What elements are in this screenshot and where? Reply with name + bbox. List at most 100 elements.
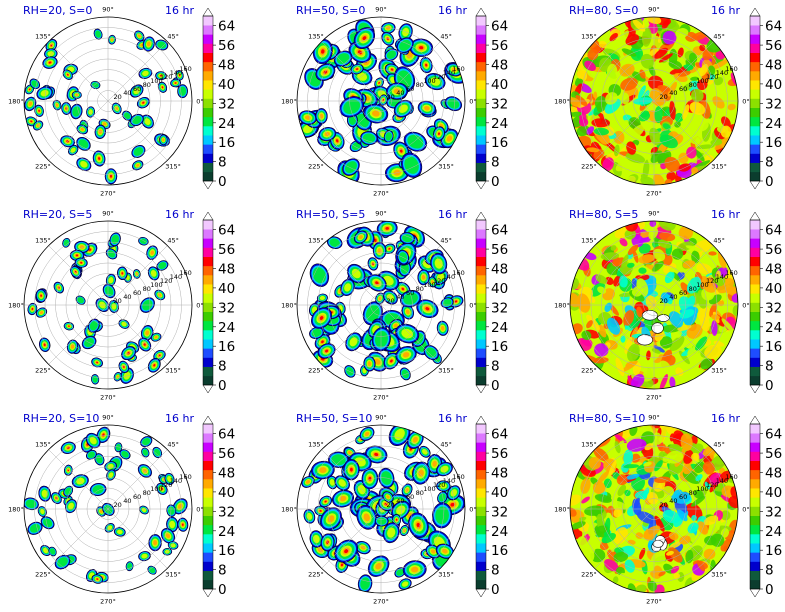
- cell: [608, 460, 617, 478]
- colorbar-tick-label: 40: [218, 485, 235, 501]
- cell: [643, 461, 652, 467]
- colorbar-segment: [476, 61, 486, 72]
- colorbar-segment: [476, 552, 486, 562]
- colorbar-tick-label: 0: [491, 378, 500, 394]
- convective-cell: [93, 28, 103, 40]
- colorbar-extend-max: [202, 7, 214, 17]
- convective-cell: [326, 475, 338, 490]
- convective-cell: [156, 482, 168, 495]
- colorbar-segment: [476, 98, 486, 108]
- colorbar-segment: [476, 107, 486, 118]
- cell: [653, 345, 665, 353]
- azimuth-tick-label: 180°: [554, 98, 570, 106]
- colorbar-tick-label: 32: [218, 300, 235, 316]
- colorbar-segment: [476, 320, 486, 331]
- panel-title: RH=80, S=0: [569, 4, 638, 17]
- convective-cell: [320, 507, 342, 531]
- colorbar-tick-label: 32: [218, 504, 235, 520]
- colorbar-tick-label: 24: [218, 524, 235, 540]
- colorbar-tick-label: 48: [491, 466, 508, 482]
- radial-tick-label: 160: [452, 473, 464, 481]
- colorbar: 64 56 48 40 32 24 16 8 0: [749, 211, 782, 394]
- colorbar-segment: [203, 375, 213, 386]
- azimuth-tick-label: 225°: [35, 163, 51, 171]
- cell: [659, 360, 671, 371]
- cell: [570, 111, 582, 117]
- colorbar-segment: [203, 16, 213, 26]
- colorbar: 64 56 48 40 32 24 16 8 0: [475, 211, 508, 394]
- cell: [711, 320, 718, 336]
- cell: [606, 63, 618, 82]
- convective-cell: [159, 134, 168, 146]
- colorbar-segment: [476, 162, 486, 173]
- colorbar-segment: [750, 52, 760, 63]
- azimuth-tick-label: 0°: [469, 506, 476, 514]
- radial-tick-label: 40: [669, 89, 677, 97]
- colorbar-frame: [475, 423, 487, 590]
- convective-cell: [398, 578, 412, 590]
- colorbar-segment: [203, 506, 213, 516]
- cell: [585, 355, 600, 363]
- cell: [639, 69, 646, 79]
- convective-cell: [360, 131, 378, 146]
- colorbar-tick-label: 56: [765, 446, 782, 462]
- radial-tick-label: 60: [679, 289, 687, 297]
- azimuth-tick-label: 225°: [581, 163, 597, 171]
- convective-cell: [142, 36, 155, 52]
- colorbar-extend-min: [202, 180, 214, 190]
- cell: [606, 317, 621, 335]
- cell: [685, 503, 703, 521]
- convective-cell: [141, 114, 154, 129]
- azimuth-tick-label: 135°: [35, 440, 51, 448]
- colorbar-tick-label: 0: [218, 582, 227, 598]
- cell: [659, 336, 673, 349]
- radial-tick-label: 60: [406, 85, 414, 93]
- cell: [658, 239, 672, 249]
- colorbar-segment: [203, 524, 213, 535]
- polar-frame: [23, 424, 193, 594]
- radial-tick-label: 100: [423, 77, 435, 85]
- convective-cell: [24, 96, 37, 112]
- colorbar-segment: [476, 229, 486, 239]
- radial-tick-label: 40: [123, 497, 131, 505]
- colorbar-tick-label: 0: [491, 582, 500, 598]
- colorbar-segment: [750, 247, 760, 257]
- cell: [699, 63, 708, 77]
- convective-cell: [334, 539, 359, 563]
- cell: [669, 100, 676, 121]
- panel-time-label: 16 hr: [165, 4, 194, 17]
- convective-cell: [315, 63, 336, 81]
- convective-cell: [382, 290, 398, 305]
- convective-cell: [131, 144, 146, 159]
- radial-tick-label: 140: [716, 273, 728, 281]
- cell: [673, 491, 691, 504]
- cell: [666, 171, 677, 181]
- cell: [636, 511, 656, 524]
- colorbar-segment: [203, 116, 213, 127]
- convective-cell: [35, 288, 47, 303]
- convective-cell: [104, 168, 118, 185]
- convective-cell: [119, 449, 131, 460]
- azimuth-tick-label: 180°: [281, 98, 297, 106]
- colorbar-segment: [203, 25, 213, 35]
- cell: [687, 522, 699, 534]
- radial-tick-label: 40: [669, 293, 677, 301]
- cell: [604, 98, 621, 114]
- colorbar-segment: [750, 570, 760, 581]
- colorbar-segment: [476, 275, 486, 285]
- convective-cell: [129, 84, 144, 98]
- cell: [586, 126, 595, 135]
- polar-frame: [296, 220, 466, 390]
- cell: [609, 520, 618, 526]
- colorbar-tick-label: 40: [765, 77, 782, 93]
- colorbar: 64 56 48 40 32 24 16 8 0: [202, 415, 235, 598]
- cell: [681, 82, 694, 93]
- cell: [587, 48, 599, 61]
- cell: [636, 306, 643, 318]
- convective-cell: [148, 534, 162, 552]
- convective-cell: [156, 260, 169, 271]
- colorbar-segment: [750, 162, 760, 173]
- colorbar-extend-max: [475, 415, 487, 425]
- cell: [632, 498, 642, 516]
